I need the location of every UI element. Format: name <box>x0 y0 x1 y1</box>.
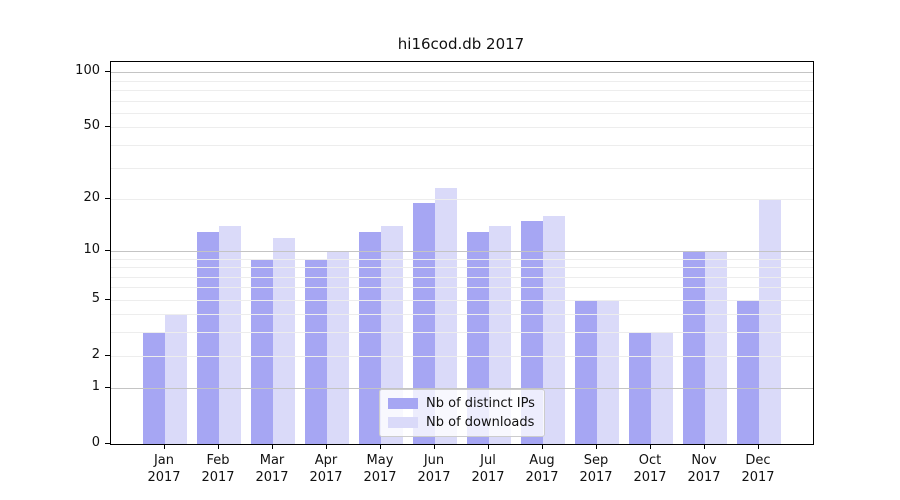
x-tick-label: Mar 2017 <box>255 453 289 485</box>
y-tick-mark <box>105 249 110 251</box>
y-tick-mark <box>105 443 110 444</box>
y-tick-mark <box>105 197 110 199</box>
bar-distinct-ips <box>359 231 381 444</box>
y-gridline-minor <box>111 332 813 334</box>
x-tick-mark <box>488 444 489 449</box>
x-tick-mark <box>164 444 165 449</box>
y-tick-mark <box>105 387 110 389</box>
plot-area <box>110 61 814 445</box>
legend-label-downloads: Nb of downloads <box>426 415 535 430</box>
x-tick-label: Feb 2017 <box>201 453 235 485</box>
y-tick-label: 20 <box>83 189 100 205</box>
y-gridline-minor <box>111 276 813 278</box>
x-tick-label: Oct 2017 <box>633 453 667 485</box>
y-tick-label: 5 <box>91 290 100 306</box>
x-tick-mark <box>758 444 759 449</box>
y-gridline-minor <box>111 287 813 289</box>
legend-item-downloads: Nb of downloads <box>388 415 534 430</box>
y-tick-label: 2 <box>91 346 100 362</box>
bar-downloads <box>543 215 565 444</box>
y-tick-label: 1 <box>91 379 100 395</box>
bar-distinct-ips <box>737 299 759 444</box>
y-gridline-minor <box>111 90 813 92</box>
bar-distinct-ips <box>683 250 705 444</box>
y-gridline-minor <box>111 100 813 102</box>
legend: Nb of distinct IPs Nb of downloads <box>379 389 545 437</box>
x-tick-mark <box>218 444 219 449</box>
bar-downloads <box>165 314 187 444</box>
x-tick-mark <box>326 444 327 449</box>
y-gridline-minor <box>111 80 813 82</box>
x-tick-mark <box>704 444 705 449</box>
bar-downloads <box>219 225 241 444</box>
bar-downloads <box>759 198 781 444</box>
bar-distinct-ips <box>575 299 597 444</box>
y-gridline-minor <box>111 145 813 147</box>
y-gridline-major <box>111 250 813 252</box>
x-tick-label: Sep 2017 <box>579 453 613 485</box>
x-tick-mark <box>542 444 543 449</box>
bar-downloads <box>597 299 619 444</box>
chart-title: hi16cod.db 2017 <box>397 35 525 53</box>
x-tick-label: May 2017 <box>363 453 397 485</box>
bar-distinct-ips <box>413 202 435 444</box>
x-tick-mark <box>596 444 597 449</box>
x-tick-label: Aug 2017 <box>525 453 559 485</box>
y-gridline-minor <box>111 127 813 129</box>
x-tick-label: Jun 2017 <box>417 453 451 485</box>
x-tick-mark <box>380 444 381 449</box>
y-tick-mark <box>105 126 110 128</box>
y-tick-label: 10 <box>83 241 100 257</box>
legend-swatch-downloads <box>388 417 418 428</box>
bar-distinct-ips <box>251 258 273 444</box>
legend-item-distinct-ips: Nb of distinct IPs <box>388 396 535 411</box>
y-gridline-minor <box>111 314 813 316</box>
y-gridline-minor <box>111 167 813 169</box>
x-tick-label: Dec 2017 <box>741 453 775 485</box>
x-tick-label: Nov 2017 <box>687 453 721 485</box>
y-tick-mark <box>105 298 110 300</box>
y-tick-mark <box>105 71 110 73</box>
x-tick-label: Jul 2017 <box>471 453 505 485</box>
y-tick-mark <box>105 354 110 356</box>
x-tick-mark <box>434 444 435 449</box>
bar-distinct-ips <box>305 258 327 444</box>
y-tick-label: 0 <box>91 435 100 450</box>
bar-distinct-ips <box>197 231 219 444</box>
y-tick-label: 50 <box>83 118 100 134</box>
y-gridline-minor <box>111 299 813 301</box>
x-tick-label: Jan 2017 <box>147 453 181 485</box>
y-gridline-major <box>111 388 813 390</box>
x-tick-mark <box>272 444 273 449</box>
bar-downloads <box>435 188 457 444</box>
y-gridline-minor <box>111 258 813 260</box>
y-gridline-minor <box>111 355 813 357</box>
y-gridline-minor <box>111 198 813 200</box>
legend-swatch-distinct-ips <box>388 398 418 409</box>
legend-label-distinct-ips: Nb of distinct IPs <box>426 396 535 411</box>
y-gridline-minor <box>111 113 813 115</box>
y-gridline-minor <box>111 267 813 269</box>
bar-downloads <box>705 250 727 444</box>
x-tick-label: Apr 2017 <box>309 453 343 485</box>
bar-downloads <box>327 250 349 444</box>
y-gridline-major <box>111 72 813 74</box>
x-tick-mark <box>650 444 651 449</box>
y-tick-label: 100 <box>75 63 100 79</box>
bar-downloads <box>273 237 295 444</box>
